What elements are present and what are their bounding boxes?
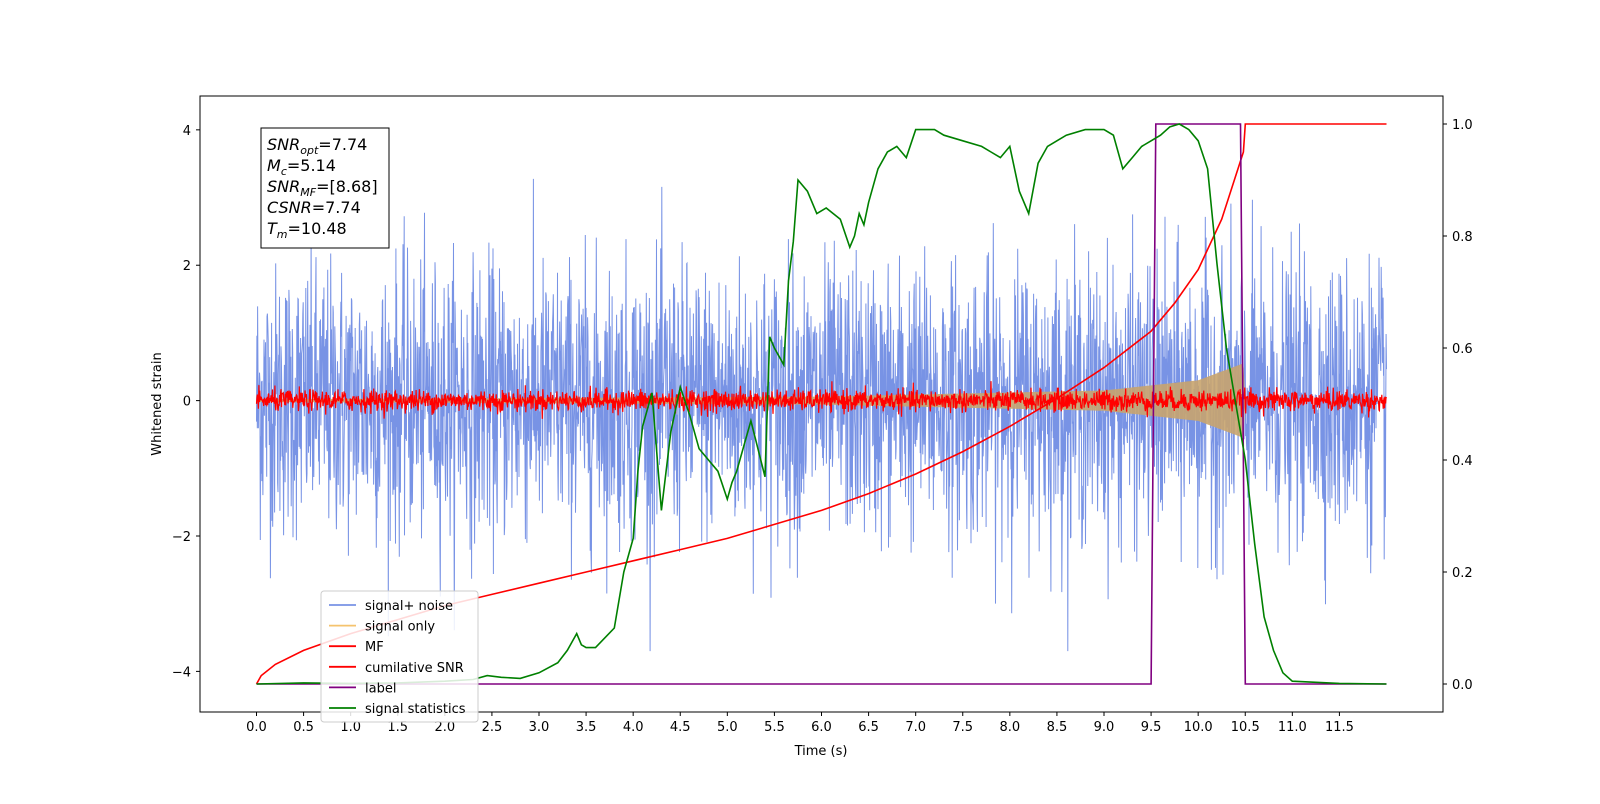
y-left-tick-label: 0 <box>183 395 191 410</box>
x-tick-label: 8.0 <box>999 720 1020 735</box>
x-tick-label: 6.5 <box>858 720 879 735</box>
x-tick-label: 11.0 <box>1278 720 1307 735</box>
x-tick-label: 9.0 <box>1094 720 1115 735</box>
y-axis-left-label: Whitened strain <box>150 352 165 455</box>
x-tick-label: 6.0 <box>811 720 832 735</box>
x-tick-label: 10.5 <box>1231 720 1260 735</box>
y-right-tick-label: 0.6 <box>1452 342 1473 357</box>
legend-label-signal-noise: signal+ noise <box>365 599 453 614</box>
annotation-line: SNRopt=7.74 <box>267 135 367 157</box>
y-right-tick-label: 0.4 <box>1452 454 1473 469</box>
x-axis-label: Time (s) <box>794 744 848 759</box>
series-layer-mf <box>255 381 1388 419</box>
series-line-signal-only <box>256 363 1246 438</box>
y-right-tick-label: 0.8 <box>1452 230 1473 245</box>
x-tick-label: 3.0 <box>529 720 550 735</box>
x-tick-label: 7.5 <box>952 720 973 735</box>
y-right-tick-label: 0.0 <box>1452 678 1473 693</box>
annotation-line: SNRMF=[8.68] <box>267 177 378 199</box>
x-tick-label: 0.5 <box>293 720 314 735</box>
x-tick-label: 8.5 <box>1047 720 1068 735</box>
annotation-frame <box>260 127 390 249</box>
x-tick-label: 0.0 <box>246 720 267 735</box>
y-right-tick-label: 1.0 <box>1452 118 1473 133</box>
x-tick-label: 7.0 <box>905 720 926 735</box>
x-tick-label: 11.5 <box>1325 720 1354 735</box>
y-left-tick-label: 4 <box>183 124 191 139</box>
legend-label-label: label <box>365 681 396 696</box>
legend-label-signal-statistics: signal statistics <box>365 702 466 717</box>
legend-frame <box>320 590 479 723</box>
legend-entries: signal+ noise signal only MF cumilative SNR… <box>329 599 466 717</box>
x-tick-label: 2.0 <box>434 720 455 735</box>
y-left-tick-label: −2 <box>172 530 191 545</box>
y-right-tick-label: 0.2 <box>1452 566 1473 581</box>
x-tick-label: 10.0 <box>1184 720 1213 735</box>
y-left-tick-label: −4 <box>172 665 191 680</box>
x-tick-label: 5.0 <box>717 720 738 735</box>
x-tick-label: 4.0 <box>623 720 644 735</box>
series-line-mf <box>255 381 1388 419</box>
legend-label-signal-only: signal only <box>365 620 435 635</box>
legend-label-mf: MF <box>365 640 384 655</box>
series-line-signal-statistics <box>256 123 1387 685</box>
y-left-tick-label: 2 <box>183 259 191 274</box>
x-tick-label: 5.5 <box>764 720 785 735</box>
x-tick-label: 9.5 <box>1141 720 1162 735</box>
annotation-line: Tm=10.48 <box>267 219 347 241</box>
x-tick-label: 4.5 <box>670 720 691 735</box>
legend: signal+ noise signal only MF cumilative SNR… <box>320 590 479 723</box>
annotation-line: Mc=5.14 <box>267 156 336 178</box>
series-line-label <box>256 123 1387 685</box>
annotation-line: CSNR=7.74 <box>267 198 361 217</box>
legend-label-cumilative-snr: cumilative SNR <box>365 661 464 676</box>
x-tick-label: 1.5 <box>387 720 408 735</box>
x-tick-label: 1.0 <box>340 720 361 735</box>
y-axis-left-ticks: −4 −2 0 2 4 <box>172 124 200 680</box>
x-tick-label: 3.5 <box>576 720 597 735</box>
series-layer-signal-only <box>256 363 1246 438</box>
x-tick-label: 2.5 <box>482 720 503 735</box>
y-axis-right-ticks: 0.0 0.2 0.4 0.6 0.8 1.0 <box>1443 118 1473 693</box>
x-axis-ticks: 0.0 0.5 1.0 1.5 2.0 2.5 3.0 3.5 4.0 4.5 5.0 5.5 6.0 6… <box>246 712 1354 735</box>
